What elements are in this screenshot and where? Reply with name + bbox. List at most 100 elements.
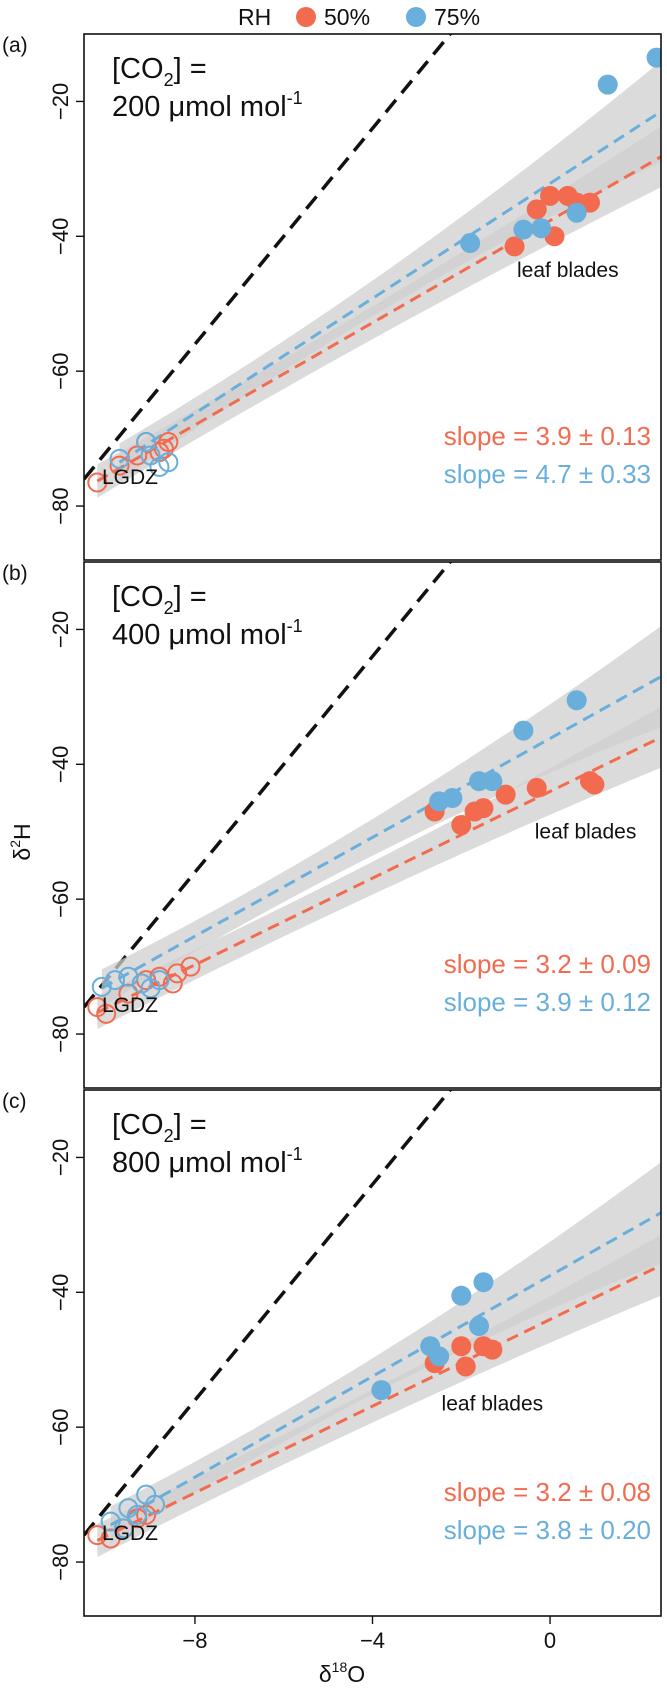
y-tick-label: −60 <box>48 1409 73 1446</box>
co2-label-line2: 200 μmol mol-1 <box>112 88 303 123</box>
lgdz-point <box>105 970 126 991</box>
leaf-point <box>495 784 516 805</box>
lgdz-point <box>118 983 139 1004</box>
legend: RH 50% 75% <box>238 4 480 30</box>
leaf-point <box>442 788 463 809</box>
y-tick-label: −60 <box>48 881 73 918</box>
leaf-point <box>526 199 547 220</box>
slope-label: slope = 3.8 ± 0.20 <box>444 1515 651 1545</box>
leaf-blades-label: leaf blades <box>442 1392 544 1415</box>
plot-area <box>84 34 661 498</box>
leaf-blades-label: leaf blades <box>535 820 637 843</box>
panel-label: (b) <box>2 562 28 585</box>
y-tick-label: −20 <box>48 611 73 648</box>
legend-label-50: 50% <box>324 4 370 30</box>
leaf-point <box>371 1380 392 1401</box>
reference-line <box>84 34 453 481</box>
leaf-point <box>451 815 472 835</box>
lgdz-point <box>162 973 183 994</box>
lgdz-point <box>136 431 157 452</box>
lgdz-point <box>167 963 188 984</box>
lgdz-point <box>109 455 130 476</box>
leaf-point <box>531 218 552 239</box>
plot-frame <box>83 561 662 1089</box>
co2-label-line1: [CO2] = <box>112 581 207 618</box>
panel-c: −20−40−60−80−8 −4 0(c)[CO2] =800 μmol mol-… <box>2 1089 662 1653</box>
legend-label-75: 75% <box>434 4 480 30</box>
leaf-point <box>451 1285 472 1306</box>
co2-label-line1: [CO2] = <box>112 1109 207 1146</box>
slope-label: slope = 4.7 ± 0.33 <box>444 459 651 489</box>
y-tick-label: −20 <box>48 1139 73 1176</box>
leaf-point <box>566 690 587 711</box>
leaf-point <box>646 47 661 68</box>
y-tick-label: −80 <box>48 487 73 524</box>
leaf-point <box>473 798 494 819</box>
panel-label: (c) <box>2 1090 27 1113</box>
leaf-point <box>473 1272 494 1293</box>
co2-label-line1: [CO2] = <box>112 53 207 90</box>
fit-line-75% <box>101 675 661 990</box>
panel-label: (a) <box>2 34 28 57</box>
x-axis-label: δ18O <box>319 1659 365 1687</box>
x-tick-label: 0 <box>544 1628 556 1653</box>
slope-label: slope = 3.9 ± 0.13 <box>444 421 651 451</box>
lgdz-point <box>127 1504 148 1525</box>
lgdz-point <box>109 448 130 469</box>
leaf-point <box>482 1339 503 1360</box>
y-tick-label: −80 <box>48 1543 73 1580</box>
plot-area <box>84 562 661 1029</box>
lgdz-label: LGDZ <box>102 1522 158 1545</box>
y-tick-label: −40 <box>48 1274 73 1311</box>
lgdz-point <box>100 1511 121 1532</box>
leaf-point <box>597 74 618 95</box>
leaf-point <box>526 777 547 798</box>
fit-line-75% <box>109 1211 661 1527</box>
legend-title: RH <box>238 4 271 30</box>
lgdz-point <box>87 472 108 493</box>
leaf-point <box>513 219 534 240</box>
lgdz-label: LGDZ <box>102 466 158 489</box>
panel-a: −20 −40 −60 −80 (a) [CO2] =200 μmol mol-1 leaf… <box>2 33 662 561</box>
leaf-point <box>540 185 561 206</box>
lgdz-point <box>96 1003 117 1024</box>
y-tick-label: −40 <box>48 746 73 783</box>
legend-marker-50 <box>296 7 316 27</box>
lgdz-point <box>158 452 179 473</box>
co2-label-line2: 800 μmol mol-1 <box>112 1144 303 1179</box>
leaf-point <box>584 774 605 795</box>
lgdz-point <box>100 1528 121 1549</box>
leaf-point <box>469 1316 490 1337</box>
y-axis-label: δ2H <box>7 823 35 860</box>
y-tick-label: −20 <box>48 83 73 120</box>
plot-frame <box>83 33 662 561</box>
fit-line-50% <box>96 1263 661 1542</box>
panel-b: −20 −40 −60 −80 (b) [CO2] =400 μmol mol-1 leaf… <box>2 561 662 1089</box>
leaf-point <box>513 720 534 741</box>
co2-label-line2: 400 μmol mol-1 <box>112 616 303 651</box>
leaf-point <box>504 236 525 257</box>
lgdz-point <box>145 1494 166 1515</box>
lgdz-point <box>118 966 139 987</box>
fit-line-75% <box>118 110 661 464</box>
legend-marker-75 <box>406 7 426 27</box>
leaf-blades-label: leaf blades <box>517 259 619 282</box>
leaf-point <box>451 1336 472 1357</box>
lgdz-point <box>91 976 112 997</box>
plot-area <box>84 1090 661 1557</box>
x-tick-label: −8 <box>182 1628 207 1653</box>
y-tick-label: −60 <box>48 353 73 390</box>
leaf-point <box>455 1356 476 1377</box>
leaf-point <box>482 771 503 792</box>
slope-label: slope = 3.2 ± 0.09 <box>444 949 651 979</box>
leaf-point <box>429 1346 450 1367</box>
y-tick-label: −40 <box>48 218 73 255</box>
confidence-band-50% <box>97 707 661 1029</box>
x-tick-label: −4 <box>360 1628 385 1653</box>
leaf-point <box>460 233 481 254</box>
lgdz-point <box>180 956 201 977</box>
fit-line-50% <box>96 735 661 1014</box>
lgdz-label: LGDZ <box>102 994 158 1017</box>
lgdz-point <box>149 970 170 991</box>
